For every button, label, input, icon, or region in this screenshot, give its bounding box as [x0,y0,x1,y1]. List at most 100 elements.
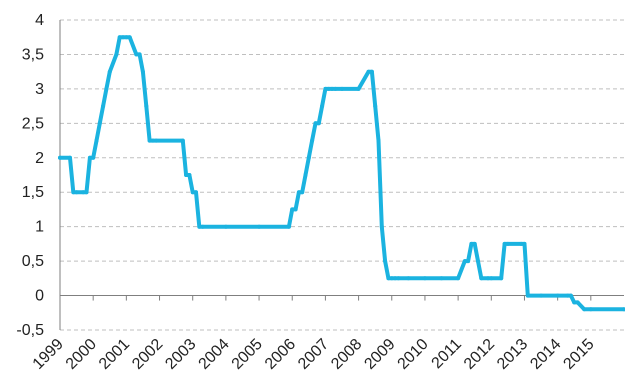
data-point [71,190,76,195]
series-layer [58,35,625,312]
x-tick-label: 2010 [395,336,432,373]
x-tick-label: 2001 [96,336,133,373]
data-point [466,259,471,264]
data-point [316,121,321,126]
data-point [58,155,62,160]
x-tick-label: 2014 [527,336,564,373]
data-point [81,190,86,195]
y-tick-label: -0,5 [16,322,44,339]
data-point [87,155,92,160]
data-point [406,276,411,281]
data-point [94,138,99,143]
data-point [194,190,198,195]
data-point [505,241,510,246]
data-point [396,276,401,281]
data-point [147,138,152,143]
y-tick-label: 2,5 [22,115,44,132]
data-point [373,104,378,109]
data-point [386,276,391,281]
data-point [486,276,490,281]
x-tick-label: 2012 [461,336,498,373]
data-point [320,104,325,109]
x-tick-label: 2004 [196,336,233,373]
data-point [154,138,159,143]
data-point [107,69,112,74]
data-point [313,121,318,126]
data-point [456,276,461,281]
x-tick-label: 2015 [560,336,597,373]
data-point [502,241,507,246]
data-point [366,69,371,74]
data-point [293,207,298,212]
data-point [127,35,132,40]
data-point [469,241,474,246]
x-tick-label: 2011 [429,336,465,372]
data-point [97,121,102,126]
data-point [187,173,192,177]
data-point [84,190,89,195]
y-axis-tick-labels: -0,5 0 0,5 1 1,5 2 2,5 3 3,5 4 [16,12,44,339]
data-point [539,293,544,298]
x-tick-label: 1999 [30,336,67,373]
x-tick-label: 2008 [328,336,365,373]
data-point [369,69,374,74]
data-point [588,307,593,312]
data-point [290,207,295,212]
data-point [68,155,72,160]
x-tick-label: 2005 [229,336,266,373]
x-axis-tick-labels: 1999200020012002200320042005200620072008… [30,336,598,373]
data-point [333,86,338,91]
x-tick-label: 2002 [129,336,166,373]
data-point [422,276,427,281]
data-point [134,52,139,57]
data-point [379,224,384,229]
data-point [137,52,142,57]
data-point [568,293,573,298]
data-point [140,69,145,74]
data-point [184,173,189,177]
data-point [200,224,205,229]
data-point [582,307,587,312]
data-point [555,293,560,298]
axes [59,20,624,330]
data-point [572,300,577,305]
y-tick-label: 2 [35,150,44,167]
data-point [197,224,202,229]
data-point [330,86,334,91]
data-point [326,86,331,91]
data-point [114,52,119,57]
data-point [383,259,388,264]
x-tick-label: 2009 [361,336,398,373]
data-point [525,293,530,298]
gridlines [60,19,624,331]
y-tick-label: 1 [35,219,44,236]
data-point [300,190,305,195]
data-point [323,86,328,91]
y-tick-label: 3,5 [22,46,44,63]
data-point [575,300,580,305]
data-point [622,307,625,312]
data-point [180,138,185,143]
data-point [91,155,96,160]
data-point [522,241,527,246]
data-point [303,173,308,177]
y-tick-label: 3 [35,81,44,98]
y-tick-label: 0 [35,288,44,305]
data-point [499,276,504,281]
data-point [519,241,524,246]
data-point [376,138,381,143]
data-point [462,259,467,264]
data-point [101,104,106,109]
data-point [393,276,398,281]
x-tick-label: 2003 [162,336,199,373]
data-point [117,35,122,40]
data-point [565,293,570,298]
data-point [190,190,195,195]
y-tick-label: 4 [35,12,44,29]
series-line [58,35,625,312]
data-point [257,224,262,229]
x-tick-label: 2000 [63,336,100,373]
data-point [340,86,344,91]
data-point [306,155,311,160]
